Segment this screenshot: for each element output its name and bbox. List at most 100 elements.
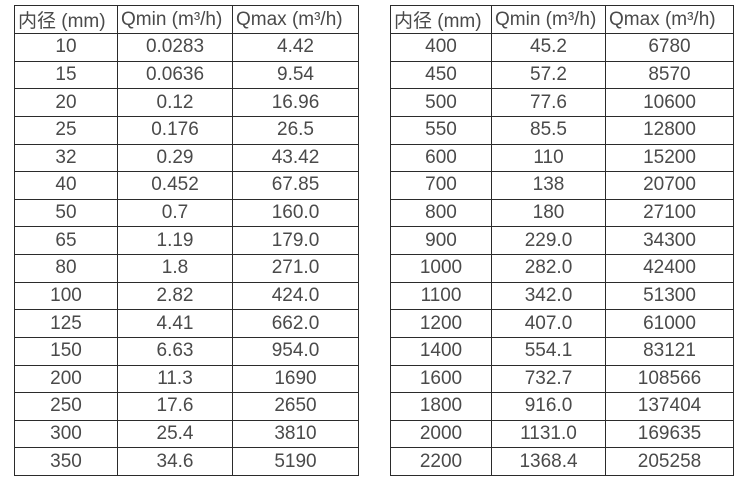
cell: 407.0 <box>491 309 606 338</box>
cell: 100 <box>14 281 118 311</box>
table-row: 1100 342.0 51300 <box>390 281 734 311</box>
table-row: 20 0.12 16.96 <box>14 88 359 117</box>
cell: 205258 <box>605 447 734 476</box>
cell: 732.7 <box>491 364 606 394</box>
cell: 43.42 <box>232 143 359 173</box>
table-row: 350 34.6 5190 <box>14 447 359 476</box>
cell: 0.176 <box>117 115 233 145</box>
table-row: 10 0.0283 4.42 <box>14 33 359 62</box>
column-header: Qmin (m³/h) <box>491 5 606 34</box>
table-row: 32 0.29 43.42 <box>14 143 359 173</box>
cell: 1690 <box>232 364 359 394</box>
cell: 400 <box>390 33 492 62</box>
cell: 110 <box>491 143 606 173</box>
cell: 342.0 <box>491 281 606 311</box>
column-header: Qmin (m³/h) <box>117 5 233 34</box>
cell: 2.82 <box>117 281 233 311</box>
cell: 271.0 <box>232 254 359 283</box>
cell: 1131.0 <box>491 419 606 449</box>
cell: 6.63 <box>117 336 233 366</box>
table-row: 1400 554.1 83121 <box>390 336 734 366</box>
cell: 0.7 <box>117 198 233 228</box>
cell: 900 <box>390 226 492 255</box>
cell: 169635 <box>605 419 734 449</box>
cell: 662.0 <box>232 309 359 338</box>
cell: 500 <box>390 88 492 117</box>
cell: 424.0 <box>232 281 359 311</box>
cell: 282.0 <box>491 254 606 283</box>
table-row: 40 0.452 67.85 <box>14 171 359 200</box>
cell: 108566 <box>605 364 734 394</box>
cell: 9.54 <box>232 60 359 90</box>
table-row: 250 17.6 2650 <box>14 392 359 421</box>
cell: 954.0 <box>232 336 359 366</box>
cell: 137404 <box>605 392 734 421</box>
cell: 250 <box>14 392 118 421</box>
cell: 800 <box>390 198 492 228</box>
cell: 16.96 <box>232 88 359 117</box>
cell: 10600 <box>605 88 734 117</box>
cell: 40 <box>14 171 118 200</box>
cell: 80 <box>14 254 118 283</box>
cell: 3810 <box>232 419 359 449</box>
cell: 1.19 <box>117 226 233 255</box>
cell: 20 <box>14 88 118 117</box>
table-row: 800 180 27100 <box>390 198 734 228</box>
cell: 0.452 <box>117 171 233 200</box>
cell: 1400 <box>390 336 492 366</box>
cell: 5190 <box>232 447 359 476</box>
cell: 45.2 <box>491 33 606 62</box>
cell: 1000 <box>390 254 492 283</box>
cell: 51300 <box>605 281 734 311</box>
cell: 300 <box>14 419 118 449</box>
cell: 125 <box>14 309 118 338</box>
table-row: 700 138 20700 <box>390 171 734 200</box>
cell: 4.42 <box>232 33 359 62</box>
cell: 6780 <box>605 33 734 62</box>
table-row: 450 57.2 8570 <box>390 60 734 90</box>
table-row: 1200 407.0 61000 <box>390 309 734 338</box>
cell: 26.5 <box>232 115 359 145</box>
column-header: 内径 (mm) <box>390 5 492 34</box>
table-row: 550 85.5 12800 <box>390 115 734 145</box>
cell: 34.6 <box>117 447 233 476</box>
flow-table-right: 内径 (mm) Qmin (m³/h) Qmax (m³/h) 400 45.2 6780… <box>390 5 734 476</box>
cell: 77.6 <box>491 88 606 117</box>
cell: 2200 <box>390 447 492 476</box>
cell: 12800 <box>605 115 734 145</box>
cell: 15 <box>14 60 118 90</box>
cell: 17.6 <box>117 392 233 421</box>
cell: 11.3 <box>117 364 233 394</box>
cell: 20700 <box>605 171 734 200</box>
cell: 25.4 <box>117 419 233 449</box>
table-row: 2200 1368.4 205258 <box>390 447 734 476</box>
table-row: 600 110 15200 <box>390 143 734 173</box>
column-header: Qmax (m³/h) <box>232 5 359 34</box>
cell: 450 <box>390 60 492 90</box>
table-row: 15 0.0636 9.54 <box>14 60 359 90</box>
cell: 700 <box>390 171 492 200</box>
cell: 1600 <box>390 364 492 394</box>
cell: 1800 <box>390 392 492 421</box>
table-row: 2000 1131.0 169635 <box>390 419 734 449</box>
table-row: 50 0.7 160.0 <box>14 198 359 228</box>
cell: 2650 <box>232 392 359 421</box>
cell: 160.0 <box>232 198 359 228</box>
header-row: 内径 (mm) Qmin (m³/h) Qmax (m³/h) <box>390 5 734 34</box>
table-row: 100 2.82 424.0 <box>14 281 359 311</box>
cell: 10 <box>14 33 118 62</box>
cell: 0.29 <box>117 143 233 173</box>
cell: 229.0 <box>491 226 606 255</box>
cell: 57.2 <box>491 60 606 90</box>
cell: 83121 <box>605 336 734 366</box>
column-header: 内径 (mm) <box>14 5 118 34</box>
table-row: 1800 916.0 137404 <box>390 392 734 421</box>
cell: 550 <box>390 115 492 145</box>
cell: 916.0 <box>491 392 606 421</box>
header-row: 内径 (mm) Qmin (m³/h) Qmax (m³/h) <box>14 5 359 34</box>
table-row: 125 4.41 662.0 <box>14 309 359 338</box>
cell: 1.8 <box>117 254 233 283</box>
cell: 0.0283 <box>117 33 233 62</box>
cell: 61000 <box>605 309 734 338</box>
